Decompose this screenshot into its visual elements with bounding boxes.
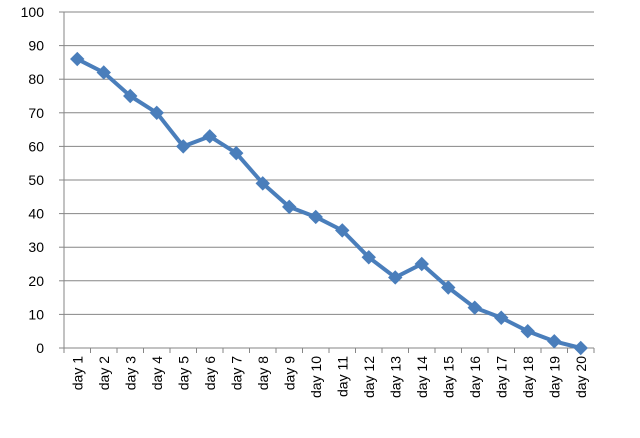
data-point-marker: [282, 199, 297, 215]
data-point-marker: [70, 51, 85, 67]
x-tick-label: day 15: [440, 356, 456, 398]
series-line: [76, 57, 582, 350]
x-tick-label: day 7: [228, 356, 244, 390]
y-tick-label: 0: [36, 340, 44, 356]
data-point-marker: [176, 139, 191, 154]
y-tick-label: 100: [21, 4, 45, 20]
y-tick-label: 70: [28, 105, 44, 121]
x-tick-label: day 9: [281, 356, 297, 390]
y-tick-label: 80: [28, 71, 44, 87]
data-point-marker: [202, 129, 217, 144]
x-tick-label: day 5: [175, 356, 191, 390]
y-tick-label: 10: [28, 306, 44, 322]
data-point-marker: [255, 176, 270, 191]
x-tick-label: day 16: [467, 356, 483, 398]
x-tick-label: day 19: [546, 356, 562, 398]
x-tick-label: day 6: [202, 356, 218, 390]
x-tick-label: day 8: [255, 356, 271, 390]
data-point-marker: [388, 270, 403, 285]
y-tick-label: 90: [28, 38, 44, 54]
y-tick-label: 60: [28, 138, 44, 154]
x-tick-label: day 13: [387, 356, 403, 398]
data-point-marker: [229, 145, 244, 161]
x-tick-label: day 18: [520, 356, 536, 398]
data-point-marker: [335, 223, 350, 238]
x-tick-label: day 4: [149, 356, 165, 390]
data-point-marker: [308, 209, 323, 225]
x-tick-label: day 14: [414, 356, 430, 398]
data-point-marker: [573, 340, 588, 356]
x-tick-label: day 3: [122, 356, 138, 390]
data-point-marker: [441, 280, 456, 295]
y-tick-label: 20: [28, 273, 44, 289]
y-axis: 0 10 20 30 40 50 60 70 80 90 100: [21, 4, 65, 356]
data-point-marker: [547, 334, 562, 349]
gridlines: [64, 11, 594, 315]
data-point-marker: [494, 310, 509, 325]
x-tick-label: day 1: [69, 356, 85, 390]
data-point-marker: [467, 300, 482, 315]
y-tick-label: 30: [28, 239, 44, 255]
x-tick-label: day 20: [573, 356, 589, 398]
y-tick-label: 50: [28, 172, 44, 188]
y-tick-label: 40: [28, 206, 44, 222]
x-axis: day 1 day 2 day 3 day 4 day 5 day 6 day 7 day 8…: [63, 347, 595, 398]
x-tick-label: day 11: [334, 356, 350, 397]
series-layer: [70, 51, 588, 356]
x-tick-label: day 10: [308, 356, 324, 398]
data-point-marker: [361, 250, 376, 265]
data-point-marker: [520, 323, 535, 339]
x-tick-label: day 17: [493, 356, 509, 398]
x-tick-label: day 12: [361, 356, 377, 398]
data-point-marker: [414, 256, 429, 272]
data-point-marker: [123, 88, 138, 104]
x-tick-label: day 2: [96, 356, 112, 390]
data-point-marker: [96, 65, 111, 80]
data-point-marker: [149, 105, 164, 121]
